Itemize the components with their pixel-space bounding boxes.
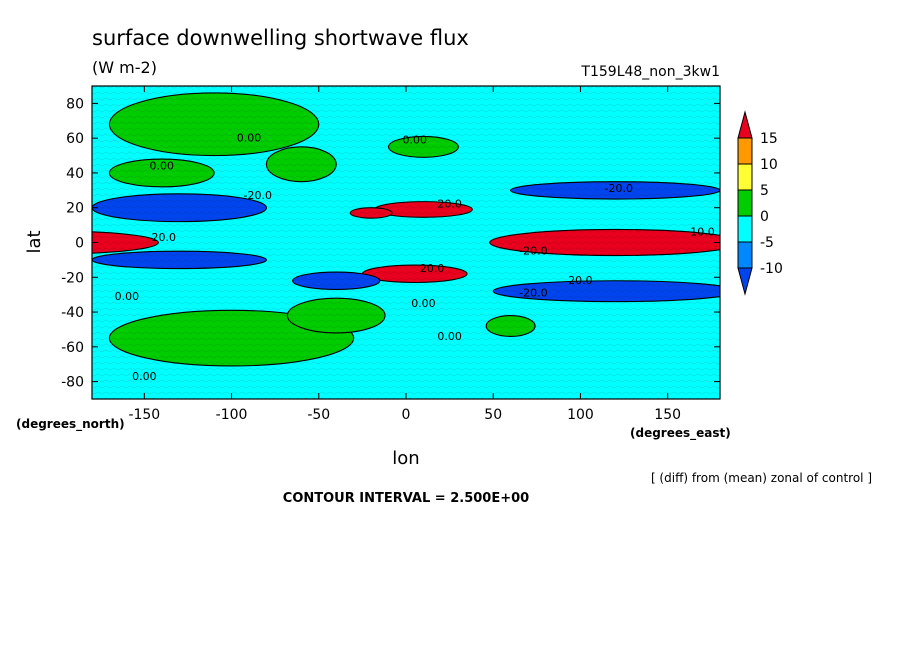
legend-swatch bbox=[737, 241, 753, 269]
x-unit-label: (degrees_east) bbox=[630, 426, 731, 441]
chart-units: (W m-2) bbox=[92, 58, 157, 77]
x-tick-label: -150 bbox=[128, 407, 160, 423]
contour-label: 20.0 bbox=[568, 274, 593, 287]
y-tick-label: 80 bbox=[66, 96, 84, 112]
y-axis-ticks: -80 -60 -40 -20 0 20 40 60 80 bbox=[61, 96, 720, 391]
contour-label: 20.0 bbox=[437, 198, 462, 211]
contour-texture bbox=[92, 86, 720, 399]
y-tick-label: -40 bbox=[61, 305, 84, 321]
x-axis-label: lon bbox=[392, 448, 419, 469]
contour-label-layer: 0.00 0.00 0.00 -20.0 -20.0 20.0 -20.0 -20.0 20.0… bbox=[115, 132, 715, 383]
legend-level-label: 0 bbox=[760, 209, 769, 225]
legend-swatch bbox=[737, 137, 753, 165]
contour-label: -20.0 bbox=[243, 189, 271, 202]
x-axis-ticks: -150 -100 -50 0 50 100 150 bbox=[128, 86, 681, 423]
legend-swatch bbox=[737, 215, 753, 243]
y-tick-label: 60 bbox=[66, 131, 84, 147]
x-tick-label: -50 bbox=[307, 407, 330, 423]
contour-label: 20.0 bbox=[420, 262, 445, 275]
legend-level-label: 15 bbox=[760, 131, 778, 147]
legend-swatch bbox=[737, 267, 753, 296]
x-tick-label: 0 bbox=[402, 407, 411, 423]
plot-area: 0.00 0.00 0.00 -20.0 -20.0 20.0 -20.0 -20.0 20.0… bbox=[92, 86, 720, 399]
contour-label: -20.0 bbox=[519, 286, 547, 299]
contour-label: 0.00 bbox=[402, 133, 427, 146]
contour-label: -20.0 bbox=[519, 245, 547, 258]
chart-title: surface downwelling shortwave flux bbox=[92, 26, 469, 50]
x-tick-label: -100 bbox=[216, 407, 248, 423]
y-unit-label: (degrees_north) bbox=[16, 417, 125, 432]
contour-label: 0.00 bbox=[132, 370, 157, 383]
legend-swatch bbox=[737, 110, 753, 139]
legend-swatch bbox=[737, 189, 753, 217]
y-tick-label: 20 bbox=[66, 201, 84, 217]
legend-swatch bbox=[737, 163, 753, 191]
color-legend: 15 10 5 0 -5 -10 bbox=[737, 110, 783, 296]
legend-level-label: -10 bbox=[760, 261, 783, 277]
y-tick-label: -60 bbox=[61, 340, 84, 356]
legend-level-label: 10 bbox=[760, 157, 778, 173]
contour-label: 0.00 bbox=[411, 297, 436, 310]
y-tick-label: 40 bbox=[66, 166, 84, 182]
legend-level-label: 5 bbox=[760, 183, 769, 199]
contour-label: -20.0 bbox=[605, 182, 633, 195]
contour-interval: CONTOUR INTERVAL = 2.500E+00 bbox=[283, 491, 529, 506]
contour-label: 10.0 bbox=[690, 226, 715, 239]
y-tick-label: 0 bbox=[75, 236, 84, 252]
footnote: [ (diff) from (mean) zonal of control ] bbox=[651, 471, 872, 485]
x-tick-label: 50 bbox=[484, 407, 502, 423]
contour-label: 0.00 bbox=[237, 132, 262, 145]
contour-label: 0.00 bbox=[150, 159, 175, 172]
y-tick-label: -80 bbox=[61, 375, 84, 391]
contour-label: 0.00 bbox=[115, 290, 140, 303]
x-tick-label: 100 bbox=[567, 407, 594, 423]
y-tick-label: -20 bbox=[61, 270, 84, 286]
run-label: T159L48_non_3kw1 bbox=[580, 64, 720, 80]
contour-label: 0.00 bbox=[437, 330, 462, 343]
y-axis-label: lat bbox=[24, 230, 45, 253]
x-tick-label: 150 bbox=[654, 407, 681, 423]
legend-level-label: -5 bbox=[760, 235, 774, 251]
contour-label: -20.0 bbox=[148, 231, 176, 244]
